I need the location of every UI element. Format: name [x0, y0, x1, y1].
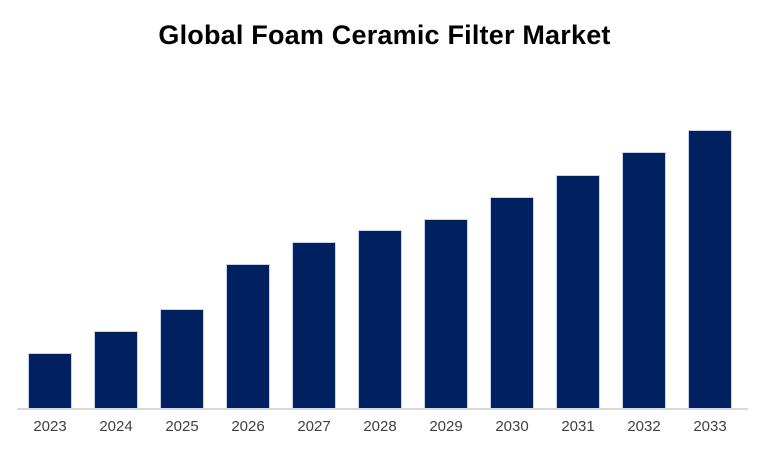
x-tick-2026: 2026 [231, 418, 265, 435]
bar-2029 [424, 219, 468, 409]
x-tick-2029: 2029 [429, 418, 463, 435]
x-axis-labels: 2023 2024 2025 2026 2027 2028 2029 2030 2031 2032… [28, 418, 732, 435]
bar-2026 [226, 264, 270, 409]
bar-2025 [160, 309, 204, 409]
bar-2031 [556, 175, 600, 409]
bar-2024 [94, 331, 138, 409]
x-tick-2033: 2033 [693, 418, 727, 435]
bar-2028 [358, 230, 402, 409]
x-tick-2030: 2030 [495, 418, 529, 435]
x-axis-line [17, 408, 748, 410]
bar-2023 [28, 353, 72, 409]
bar-2033 [688, 130, 732, 409]
chart-title: Global Foam Ceramic Filter Market [158, 20, 611, 50]
x-tick-2025: 2025 [165, 418, 199, 435]
x-tick-2032: 2032 [627, 418, 661, 435]
x-tick-2031: 2031 [561, 418, 595, 435]
bar-2032 [622, 152, 666, 409]
bar-2027 [292, 242, 336, 409]
x-tick-2028: 2028 [363, 418, 397, 435]
x-tick-2024: 2024 [99, 418, 133, 435]
bars-container [28, 130, 732, 409]
bar-2030 [490, 197, 534, 409]
x-tick-2027: 2027 [297, 418, 331, 435]
x-tick-2023: 2023 [33, 418, 67, 435]
